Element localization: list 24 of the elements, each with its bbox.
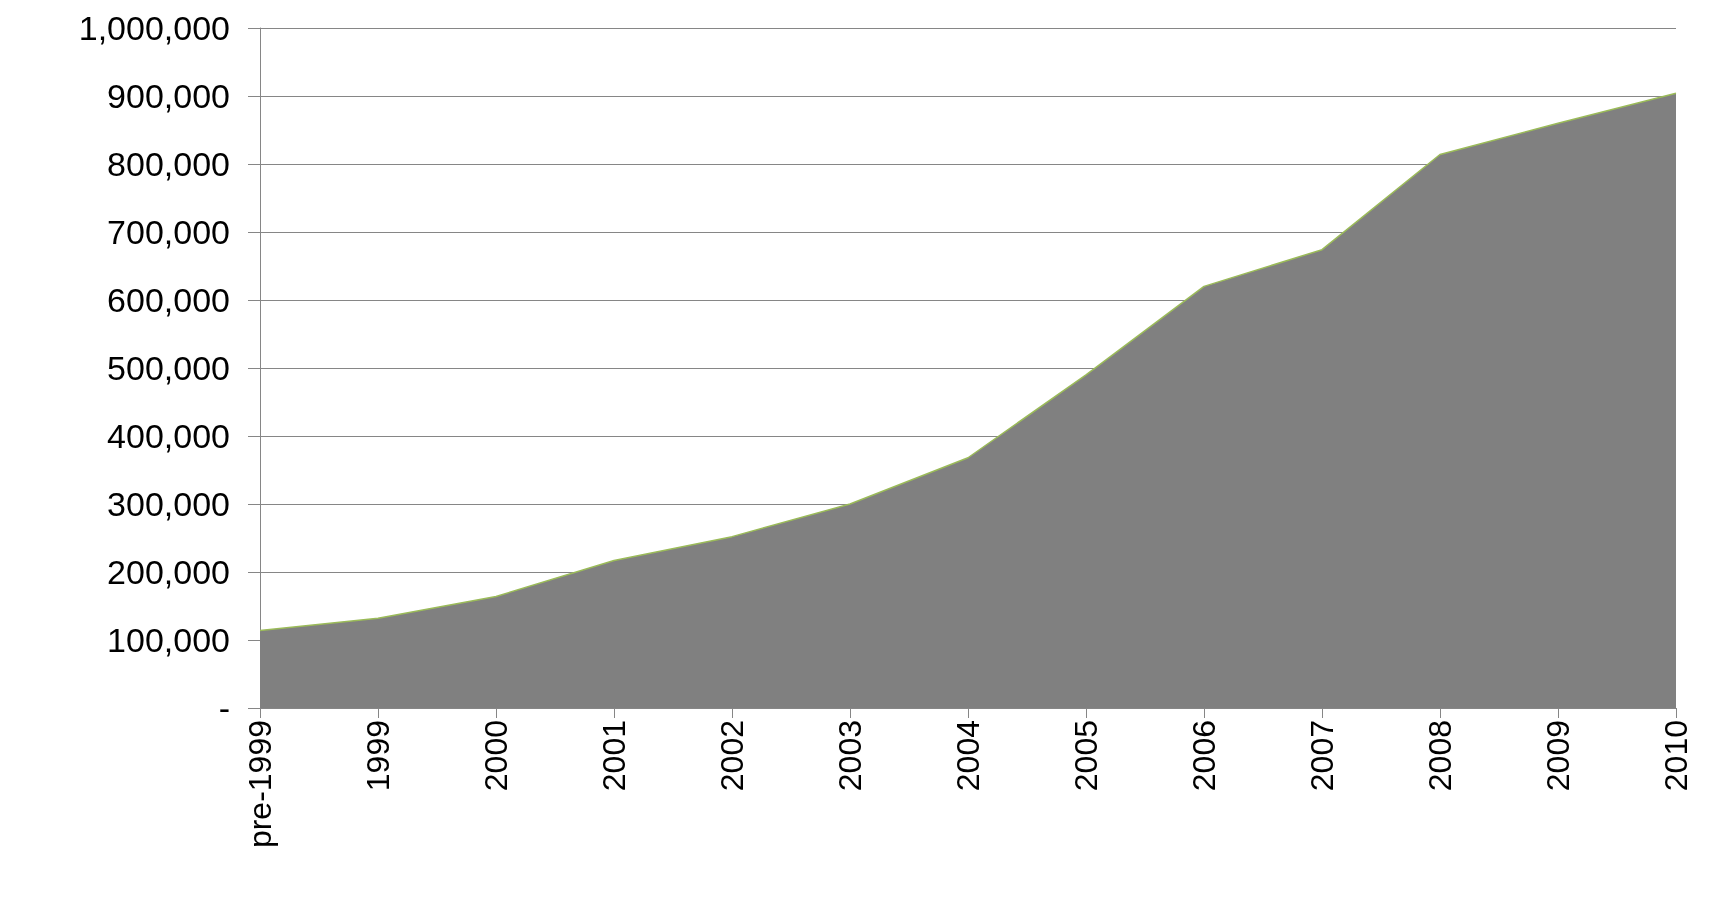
y-tick-label: 900,000: [107, 77, 230, 115]
y-tick-label: 100,000: [107, 621, 230, 659]
x-tick-label: 2005: [1068, 720, 1104, 792]
x-tick-label: 2001: [596, 720, 632, 792]
y-tick-label: 300,000: [107, 485, 230, 523]
x-tick-label: 2008: [1422, 720, 1458, 792]
x-tick-label: 2002: [714, 720, 750, 792]
x-tick-label: 1999: [360, 720, 396, 792]
x-tick-label: 2004: [950, 720, 986, 792]
x-tick-label: 2009: [1540, 720, 1576, 792]
y-tick-label: 600,000: [107, 281, 230, 319]
y-tick-label: 500,000: [107, 349, 230, 387]
x-tick-label: 2010: [1658, 720, 1694, 792]
y-tick-label: -: [218, 689, 230, 727]
x-tick-label: 2000: [478, 720, 514, 792]
x-tick-label: 2007: [1304, 720, 1340, 792]
y-tick-label: 700,000: [107, 213, 230, 251]
y-tick-label: 1,000,000: [78, 9, 230, 47]
y-tick-label: 800,000: [107, 145, 230, 183]
y-tick-label: 200,000: [107, 553, 230, 591]
x-tick-label: 2003: [832, 720, 868, 792]
x-tick-label: pre-1999: [242, 720, 278, 849]
y-tick-label: 400,000: [107, 417, 230, 455]
x-tick-label: 2006: [1186, 720, 1222, 792]
